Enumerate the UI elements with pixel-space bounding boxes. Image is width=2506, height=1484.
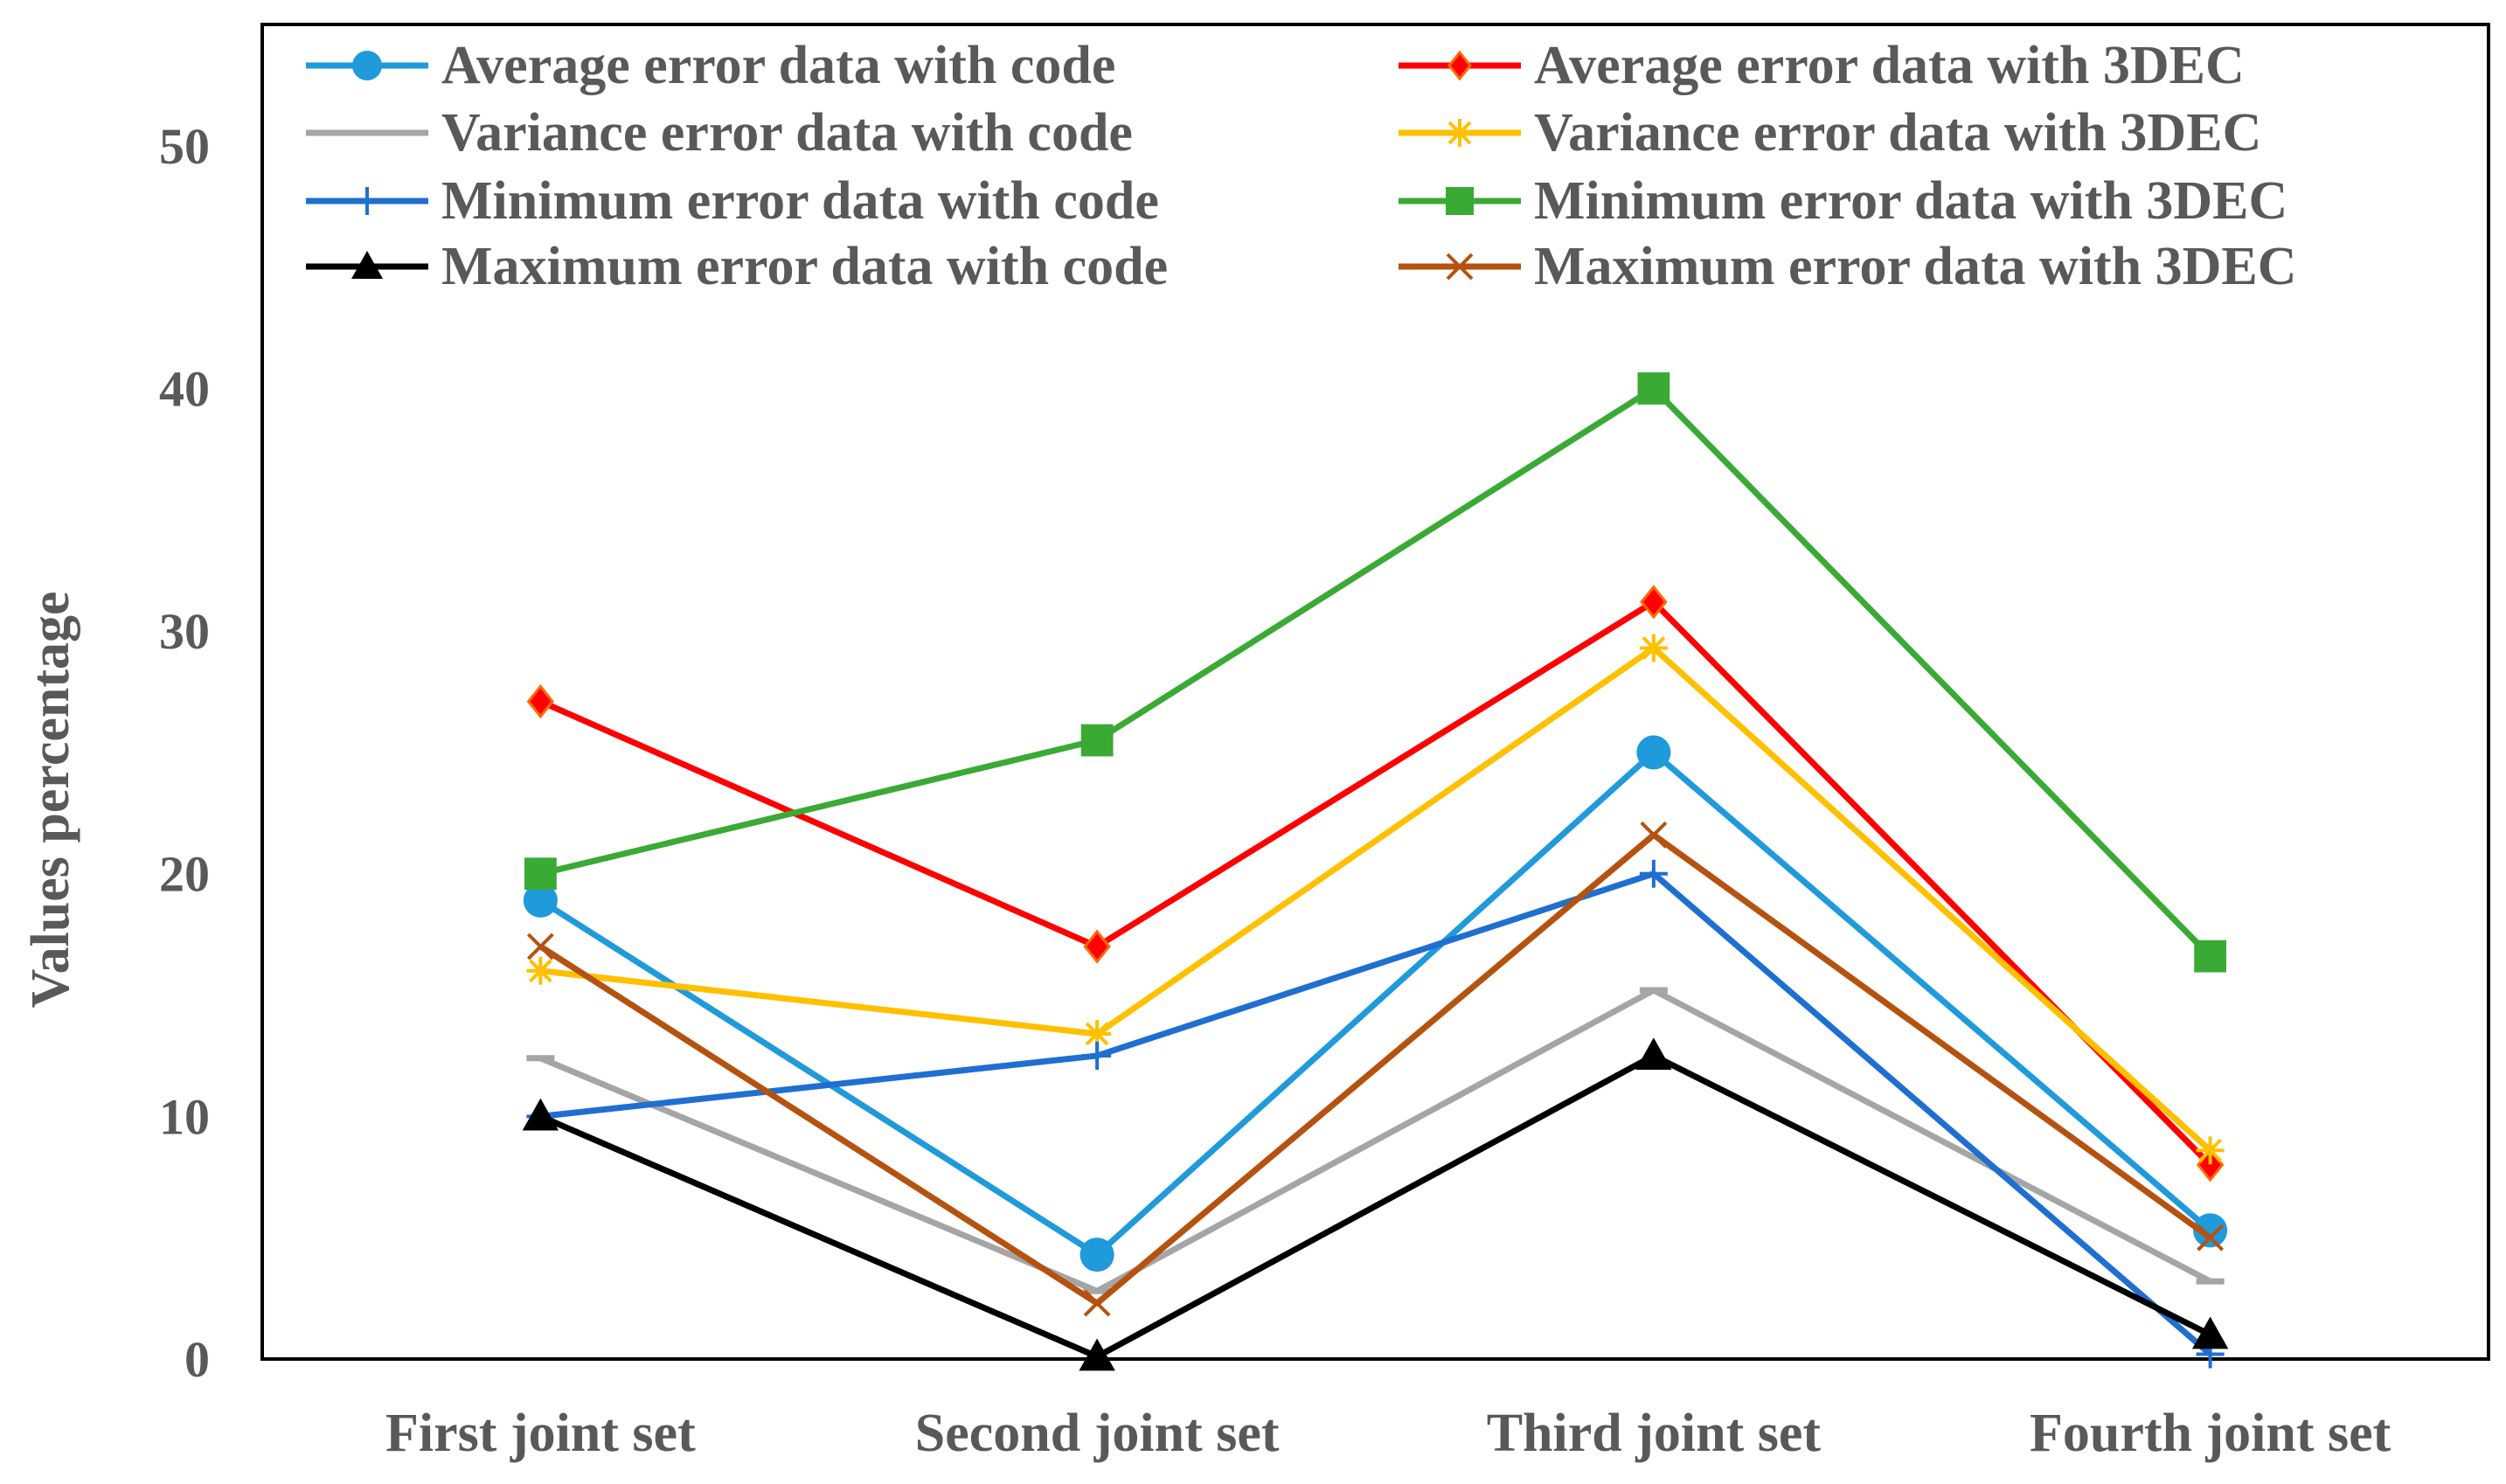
data-point bbox=[2191, 1316, 2229, 1349]
series-1 bbox=[523, 735, 2228, 1272]
x-category-label: Fourth joint set bbox=[2030, 1404, 2391, 1463]
legend-entry: Average error data with 3DEC bbox=[1399, 36, 2245, 95]
series-3 bbox=[526, 987, 2225, 1294]
legend-label: Minimum error data with 3DEC bbox=[1534, 171, 2287, 231]
data-point bbox=[1083, 1019, 1112, 1048]
data-point bbox=[526, 683, 555, 719]
legend-marker bbox=[1446, 187, 1474, 215]
data-point bbox=[2196, 1136, 2225, 1165]
y-tick-label: 10 bbox=[159, 1088, 210, 1145]
series-line bbox=[538, 831, 2212, 1307]
legend-entry: Maximum error data with 3DEC bbox=[1399, 237, 2297, 296]
legend-label: Minimum error data with code bbox=[441, 171, 1159, 231]
data-point bbox=[1079, 1338, 1115, 1371]
data-point bbox=[1636, 735, 1671, 770]
data-point bbox=[523, 883, 558, 918]
series-line bbox=[538, 599, 2213, 1168]
series-8 bbox=[526, 821, 2225, 1317]
data-point bbox=[2197, 1224, 2225, 1252]
series-line bbox=[539, 987, 2212, 1294]
legend-label: Maximum error data with code bbox=[441, 237, 1168, 296]
data-point bbox=[1083, 1041, 1112, 1070]
y-tick-label: 0 bbox=[184, 1331, 210, 1388]
data-point bbox=[1083, 1289, 1111, 1317]
legend-entry: Variance error data with 3DEC bbox=[1399, 103, 2261, 163]
legend-marker bbox=[353, 187, 381, 215]
data-point bbox=[524, 857, 557, 891]
y-tick-label: 50 bbox=[159, 118, 210, 175]
data-point bbox=[1635, 1037, 1672, 1071]
x-axis-labels: First joint set Second joint set Third joi… bbox=[385, 1404, 2391, 1463]
legend-label: Maximum error data with 3DEC bbox=[1534, 237, 2297, 296]
data-point bbox=[2194, 940, 2227, 973]
legend-entry: Average error data with code bbox=[306, 36, 1115, 95]
legend-label: Average error data with 3DEC bbox=[1534, 36, 2245, 95]
series-line bbox=[538, 1052, 2212, 1360]
series-line bbox=[539, 385, 2213, 959]
legend-entry: Variance error data with code bbox=[306, 103, 1133, 163]
y-axis-title: Values percentage bbox=[21, 591, 80, 1008]
x-category-label: Third joint set bbox=[1487, 1404, 1822, 1463]
legend-marker bbox=[1447, 50, 1472, 81]
series-6 bbox=[524, 372, 2227, 973]
legend-marker bbox=[1446, 119, 1474, 147]
legend-label: Average error data with code bbox=[441, 36, 1115, 95]
series-layer bbox=[522, 372, 2229, 1371]
data-point bbox=[526, 956, 555, 985]
data-point bbox=[1637, 372, 1670, 405]
data-point bbox=[1639, 859, 1668, 888]
series-line bbox=[538, 749, 2212, 1259]
data-point bbox=[1640, 821, 1668, 849]
series-7 bbox=[522, 1037, 2229, 1371]
x-category-label: First joint set bbox=[385, 1404, 696, 1463]
legend-marker bbox=[352, 51, 382, 80]
legend-label: Variance error data with code bbox=[441, 103, 1133, 163]
x-category-label: Second joint set bbox=[915, 1404, 1280, 1463]
data-point bbox=[1639, 634, 1668, 662]
legend: Average error data with code Average erro… bbox=[306, 36, 2297, 296]
legend-entry: Minimum error data with 3DEC bbox=[1399, 171, 2287, 231]
data-point bbox=[1083, 929, 1111, 964]
legend-entry: Maximum error data with code bbox=[306, 237, 1168, 296]
y-axis-ticks: 0 10 20 30 40 50 bbox=[159, 118, 210, 1388]
y-tick-label: 40 bbox=[159, 360, 210, 417]
series-4 bbox=[526, 634, 2225, 1165]
plot-area-frame bbox=[260, 23, 2490, 1361]
data-point bbox=[522, 1098, 559, 1131]
series-line bbox=[539, 870, 2212, 1357]
data-point bbox=[526, 933, 554, 960]
y-tick-label: 20 bbox=[159, 846, 210, 903]
data-point bbox=[2193, 1213, 2228, 1248]
legend-label: Variance error data with 3DEC bbox=[1534, 103, 2261, 163]
data-point bbox=[1640, 585, 1668, 620]
data-point bbox=[1080, 724, 1114, 757]
legend-marker bbox=[351, 251, 383, 279]
y-tick-label: 30 bbox=[159, 603, 210, 660]
legend-entry: Minimum error data with code bbox=[306, 171, 1159, 231]
data-point bbox=[1079, 1238, 1114, 1272]
series-line bbox=[539, 645, 2212, 1153]
legend-marker bbox=[1446, 253, 1474, 281]
